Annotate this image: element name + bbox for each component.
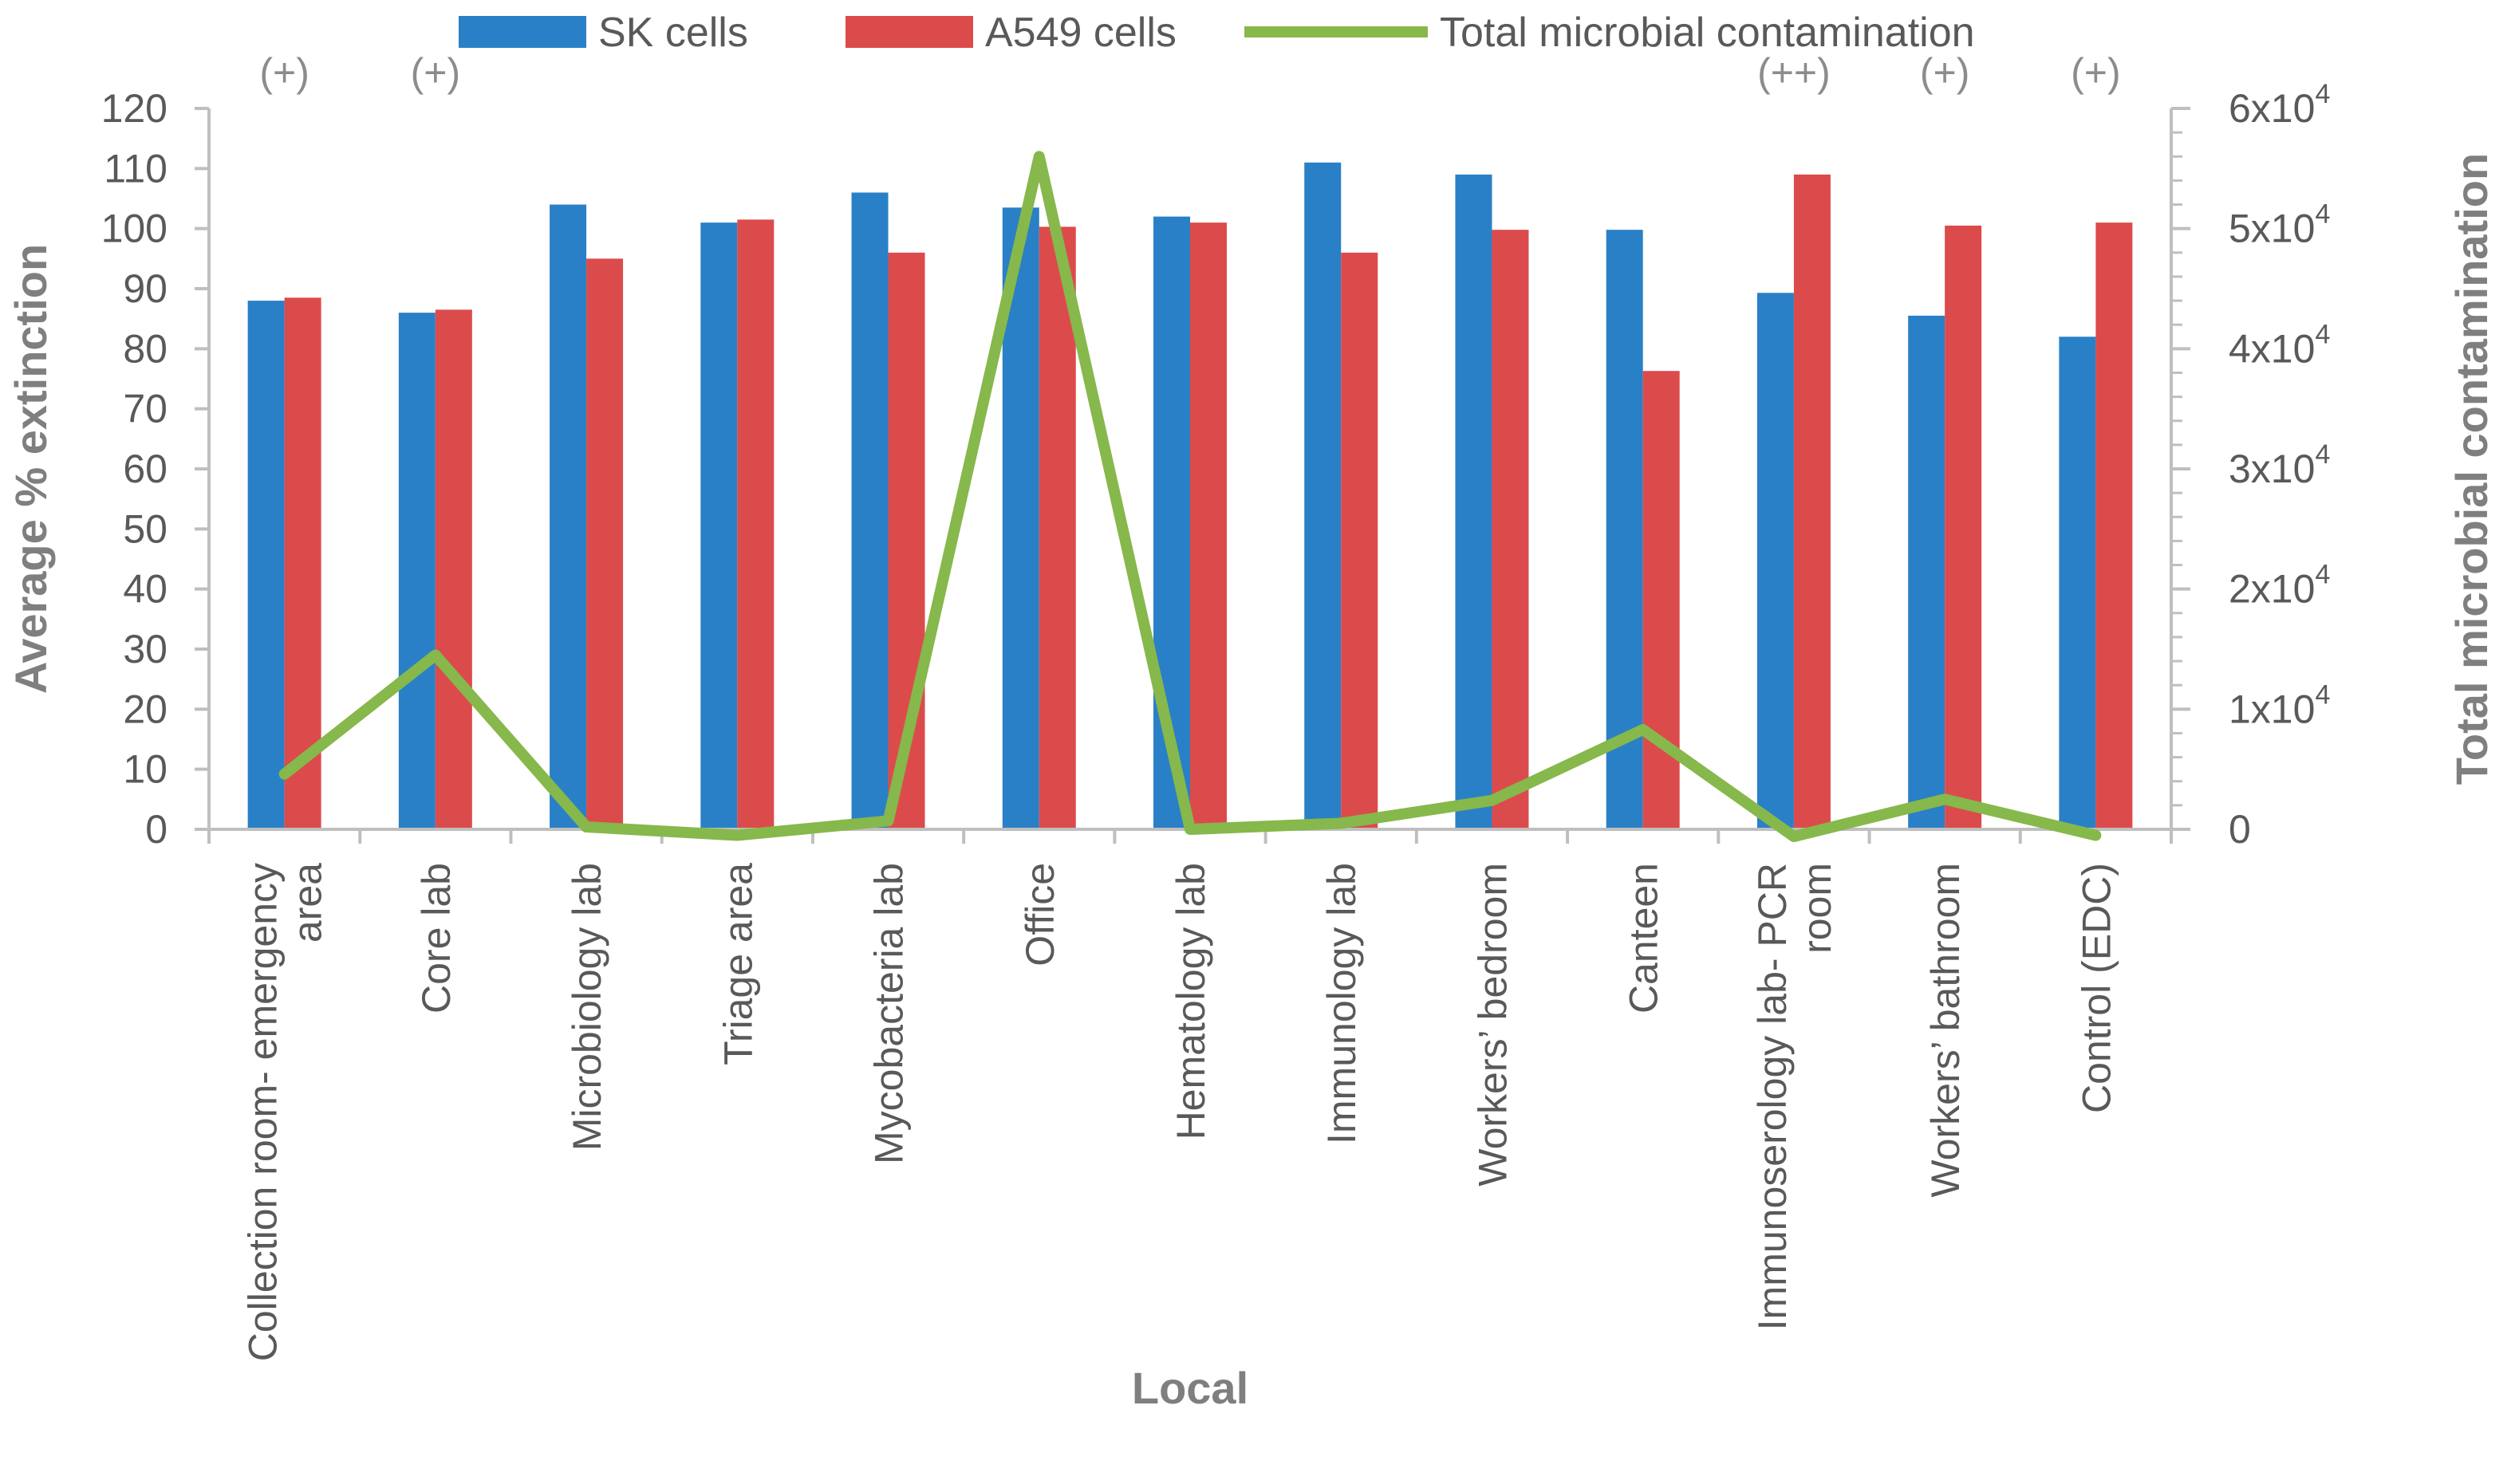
bar-a549-2 xyxy=(586,258,624,829)
x-category-label: Core lab xyxy=(414,863,459,1014)
x-category-label: Immunoserology lab- PCR xyxy=(1750,863,1795,1330)
significance-annotation: (+) xyxy=(2071,50,2121,95)
tick-exponent: 4 xyxy=(2315,560,2330,590)
tick-exponent: 4 xyxy=(2315,319,2330,349)
x-category-label: Triage area xyxy=(715,863,760,1065)
bar-a549-5 xyxy=(1039,226,1076,829)
x-category-label: room xyxy=(1795,863,1839,954)
tick-exponent: 4 xyxy=(2315,679,2330,710)
y-left-tick-label: 90 xyxy=(123,266,168,311)
tick-exponent: 4 xyxy=(2315,439,2330,470)
bar-a549-7 xyxy=(1341,252,1378,829)
bar-a549-11 xyxy=(1945,225,1982,829)
legend-label-2: Total microbial contamination xyxy=(1440,10,1975,56)
bar-sk-0 xyxy=(247,301,285,830)
y-right-tick-label: 5x104 xyxy=(2229,199,2330,251)
legend-swatch-1 xyxy=(846,16,973,48)
bar-a549-3 xyxy=(737,219,775,829)
y-left-tick-label: 60 xyxy=(123,447,168,491)
x-axis-title: Local xyxy=(1132,1363,1248,1413)
contamination-point-4 xyxy=(885,817,892,825)
contamination-point-6 xyxy=(1187,826,1193,833)
significance-annotation: (++) xyxy=(1757,50,1831,95)
bar-sk-11 xyxy=(1908,315,1945,829)
x-category-label: Immunology lab xyxy=(1319,863,1364,1144)
bar-a549-8 xyxy=(1492,230,1529,829)
contamination-point-12 xyxy=(2092,832,2099,839)
bar-a549-0 xyxy=(284,297,321,829)
x-category-label: Workers’ bathroom xyxy=(1923,863,1968,1198)
y-right-tick-label: 6x104 xyxy=(2229,79,2330,131)
bar-a549-6 xyxy=(1190,222,1227,830)
bar-sk-10 xyxy=(1756,293,1794,830)
y-axis-right-title: Total microbial contamination xyxy=(2446,153,2497,785)
contamination-point-2 xyxy=(583,823,590,830)
x-category-label: Control (EDC) xyxy=(2074,863,2119,1113)
contamination-point-11 xyxy=(1941,796,1949,803)
bar-sk-3 xyxy=(700,222,738,830)
significance-annotation: (+) xyxy=(411,50,461,95)
tick-exponent: 4 xyxy=(2315,79,2330,109)
y-left-tick-label: 20 xyxy=(123,687,168,731)
bar-a549-10 xyxy=(1793,174,1831,829)
tick-exponent: 4 xyxy=(2315,199,2330,230)
contamination-point-0 xyxy=(281,770,288,777)
y-left-tick-label: 120 xyxy=(101,86,168,131)
y-left-tick-label: 40 xyxy=(123,567,168,612)
y-left-tick-label: 80 xyxy=(123,326,168,371)
bar-a549-9 xyxy=(1642,371,1680,829)
x-category-label: Canteen xyxy=(1622,863,1666,1014)
contamination-point-8 xyxy=(1488,797,1496,804)
y-right-tick-label: 3x104 xyxy=(2229,439,2330,491)
legend-label-1: A549 cells xyxy=(985,10,1177,56)
x-category-label: Mycobacteria lab xyxy=(867,863,912,1164)
y-left-tick-label: 10 xyxy=(123,747,168,792)
bar-sk-2 xyxy=(550,204,587,829)
bar-sk-7 xyxy=(1304,162,1342,830)
x-category-label: Microbiology lab xyxy=(565,863,609,1151)
y-right-tick-label: 1x104 xyxy=(2229,679,2330,731)
y-left-tick-label: 70 xyxy=(123,387,168,431)
y-right-tick-label: 2x104 xyxy=(2229,560,2330,612)
y-left-tick-label: 110 xyxy=(104,146,168,191)
bar-sk-12 xyxy=(2059,337,2096,829)
contamination-point-7 xyxy=(1338,820,1345,827)
contamination-point-9 xyxy=(1639,726,1646,733)
contamination-point-1 xyxy=(432,651,439,659)
x-category-label: area xyxy=(286,863,330,943)
bar-a549-12 xyxy=(2095,222,2133,830)
x-category-label: Hematology lab xyxy=(1169,863,1213,1140)
x-category-label: Collection room- emergency xyxy=(241,863,286,1361)
significance-annotation: (+) xyxy=(259,50,309,95)
bar-a549-1 xyxy=(435,309,472,829)
y-axis-left-title: Average % extinction xyxy=(6,244,56,694)
legend-swatch-0 xyxy=(459,16,586,48)
contamination-point-3 xyxy=(734,832,741,839)
y-right-tick-label: 0 xyxy=(2229,807,2251,852)
x-category-label: Workers’ bedroom xyxy=(1470,863,1515,1187)
legend-label-0: SK cells xyxy=(598,10,748,56)
y-right-tick-label: 4x104 xyxy=(2229,319,2330,371)
contamination-point-5 xyxy=(1035,153,1043,160)
y-left-tick-label: 0 xyxy=(145,807,168,852)
y-left-tick-label: 30 xyxy=(123,627,168,671)
significance-annotation: (+) xyxy=(1920,50,1970,95)
y-left-tick-label: 50 xyxy=(123,506,168,551)
bar-sk-1 xyxy=(398,313,436,830)
bar-sk-8 xyxy=(1455,174,1492,829)
bar-sk-4 xyxy=(851,192,889,829)
y-left-tick-label: 100 xyxy=(101,207,168,251)
x-category-label: Office xyxy=(1018,863,1062,966)
contamination-point-10 xyxy=(1790,833,1797,840)
